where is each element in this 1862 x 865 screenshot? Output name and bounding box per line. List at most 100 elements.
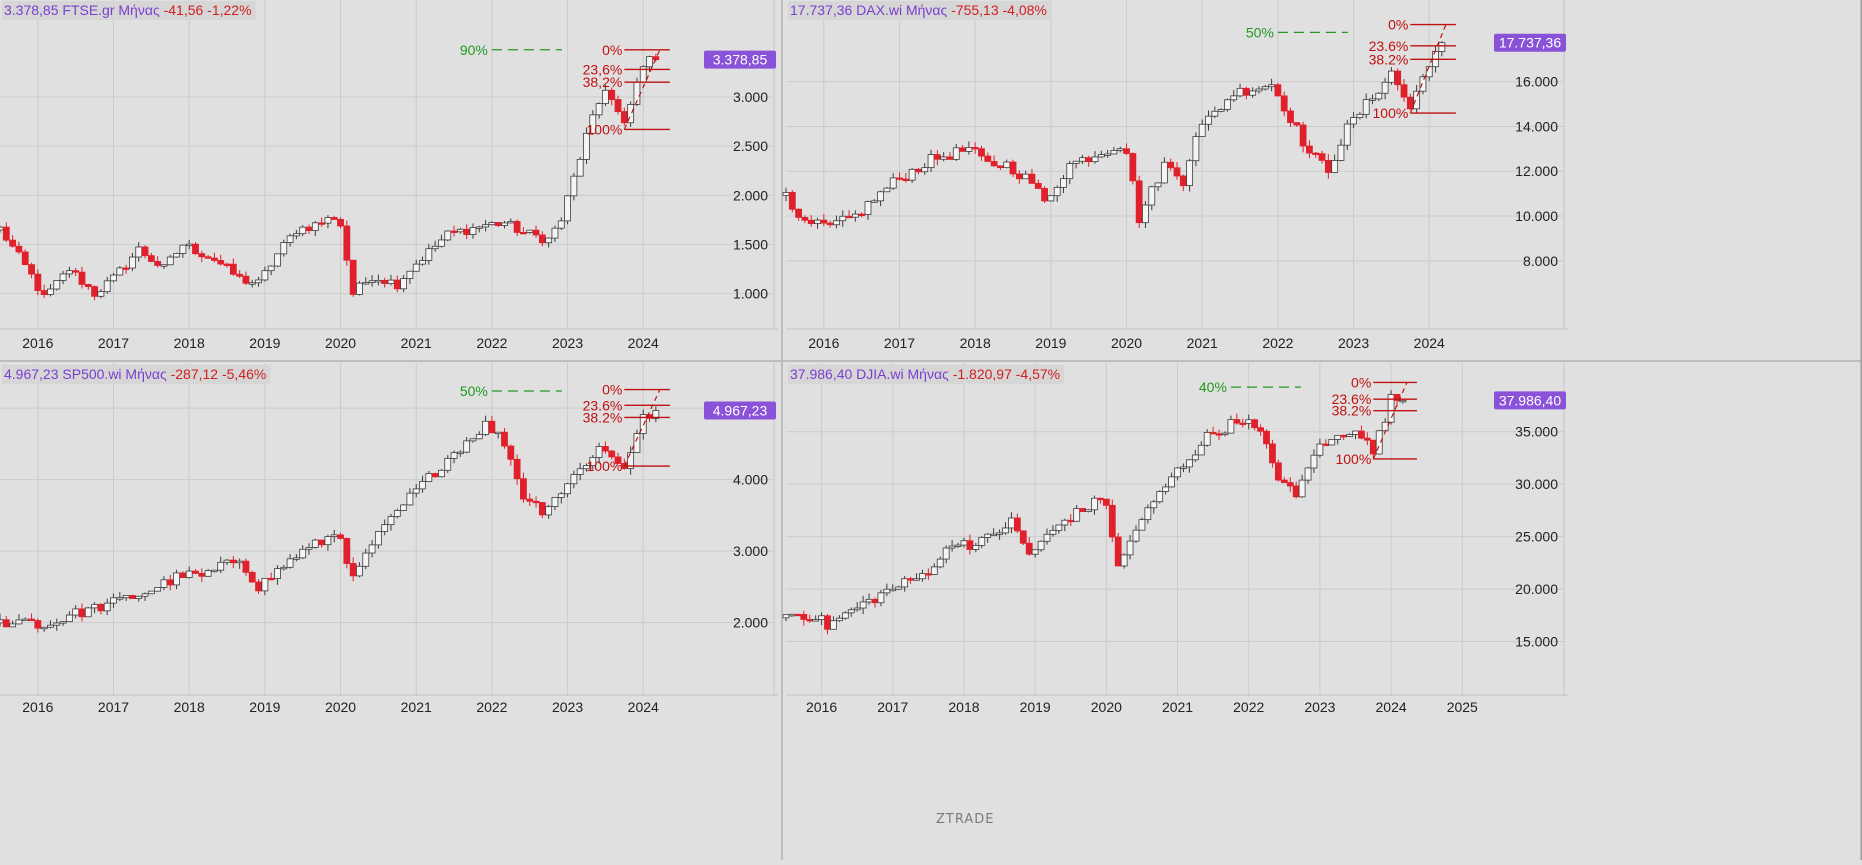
- candle-body: [103, 602, 111, 612]
- title-change: -755,13 -4,08%: [951, 2, 1047, 18]
- candle-body: [1337, 144, 1345, 161]
- y-tick-label: 35.000: [1515, 424, 1558, 440]
- candle-body: [1150, 501, 1158, 509]
- candle-body: [1185, 459, 1193, 468]
- candle-body: [204, 256, 212, 259]
- candle-body: [1025, 542, 1033, 555]
- candle-body: [72, 270, 80, 273]
- fib-level-label: 23,6%: [583, 61, 623, 77]
- candle-body: [160, 264, 168, 267]
- candle-body: [1053, 187, 1061, 197]
- x-tick-label: 2019: [1020, 699, 1051, 715]
- candle-body: [557, 493, 565, 498]
- y-tick-label: 1.000: [733, 286, 768, 302]
- candle-body: [782, 614, 790, 619]
- candle-body: [841, 612, 849, 619]
- candle-body: [1009, 161, 1017, 175]
- last-price-tag: [704, 401, 776, 420]
- candle-body: [1091, 156, 1099, 163]
- candle-body: [807, 219, 815, 224]
- candle-body: [1097, 154, 1105, 158]
- candle-body: [896, 177, 903, 180]
- candle-body: [173, 572, 180, 586]
- chart-title: 3.378,85 FTSE.gr Μήνας -41,56 -1,22%: [4, 2, 252, 18]
- fib-level-label: 23.6%: [1369, 38, 1409, 54]
- candle-body: [78, 608, 86, 618]
- x-tick-label: 2018: [174, 335, 205, 351]
- candle-body: [419, 481, 426, 490]
- candle-body: [21, 618, 29, 621]
- candle-body: [412, 263, 420, 272]
- candle-body: [1306, 145, 1313, 154]
- extension-label: 50%: [1246, 24, 1274, 40]
- title-background: [2, 1, 256, 20]
- candle-body: [1173, 167, 1181, 177]
- candle-body: [15, 245, 23, 253]
- candle-body: [330, 534, 338, 537]
- candle-body: [1154, 182, 1162, 188]
- candle-body: [614, 456, 622, 464]
- extension-label: 50%: [460, 383, 488, 399]
- candle-body: [217, 561, 225, 571]
- y-tick-label: 15.000: [1515, 634, 1558, 650]
- candle-body: [147, 255, 155, 262]
- candle-body: [1381, 81, 1389, 94]
- candle-body: [1343, 123, 1351, 146]
- candle-body: [412, 488, 420, 494]
- candle-body: [116, 267, 124, 276]
- candle-body: [1174, 467, 1181, 478]
- candle-body: [602, 446, 609, 452]
- candle-body: [921, 167, 929, 173]
- candle-body: [782, 192, 790, 197]
- candle-body: [895, 586, 903, 590]
- x-tick-label: 2024: [628, 699, 659, 715]
- candle-body: [526, 229, 534, 233]
- fib-trend-line: [623, 49, 661, 130]
- candle-body: [154, 261, 162, 266]
- candle-body: [1132, 529, 1140, 542]
- candle-body: [1280, 95, 1288, 112]
- candle-body: [1126, 540, 1134, 556]
- title-symbol: SP500.wi Μήνας: [62, 366, 170, 382]
- candle-body: [211, 569, 218, 573]
- x-tick-label: 2018: [174, 699, 205, 715]
- candle-body: [311, 539, 319, 548]
- candle-body: [877, 592, 885, 604]
- fib-level-label: 23.6%: [583, 397, 623, 413]
- candle-body: [463, 228, 471, 235]
- candle-body: [438, 239, 445, 247]
- candle-body: [795, 208, 803, 218]
- candle-body: [185, 243, 193, 247]
- candle-body: [387, 516, 395, 526]
- candle-body: [1142, 204, 1149, 224]
- chart-panel: 15.000 20.000 25.000 30.000 35.000 2016 2017 20…: [782, 363, 1568, 715]
- candle-body: [1203, 432, 1211, 446]
- candle-body: [419, 260, 426, 265]
- candle-body: [927, 154, 935, 169]
- x-tick-label: 2024: [1376, 699, 1407, 715]
- candle-body: [1419, 76, 1427, 92]
- fib-level-label: 100%: [587, 458, 623, 474]
- candle-body: [116, 597, 124, 600]
- candle-body: [545, 237, 553, 244]
- candle-body: [1268, 84, 1275, 88]
- candle-body: [1085, 509, 1092, 512]
- candle-body: [192, 570, 199, 574]
- x-tick-label: 2024: [628, 335, 659, 351]
- candle-body: [34, 620, 42, 629]
- candle-body: [1135, 180, 1143, 224]
- x-tick-label: 2025: [1447, 699, 1478, 715]
- title-symbol: DJIA.wi Μήνας: [856, 366, 953, 382]
- candle-body: [1073, 508, 1081, 522]
- candle-body: [299, 226, 307, 235]
- candle-body: [129, 595, 136, 599]
- candle-body: [324, 217, 332, 224]
- candle-body: [431, 473, 439, 478]
- candle-body: [984, 155, 992, 162]
- candle-body: [1211, 110, 1219, 117]
- candle-body: [595, 103, 603, 116]
- candle-body: [1198, 123, 1206, 137]
- candles: [782, 390, 1407, 635]
- x-tick-label: 2022: [476, 699, 507, 715]
- x-tick-label: 2022: [1233, 699, 1264, 715]
